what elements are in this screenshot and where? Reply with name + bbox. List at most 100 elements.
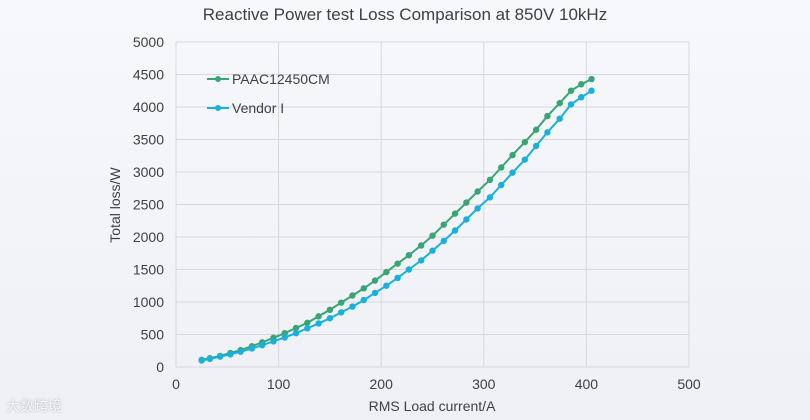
- data-point: [248, 345, 256, 352]
- series-1: [198, 75, 595, 364]
- y-tick-label: 3000: [133, 164, 164, 180]
- y-tick-label: 5000: [133, 34, 164, 50]
- legend-marker-1: [215, 76, 221, 82]
- data-point: [349, 292, 356, 299]
- data-point: [544, 129, 551, 136]
- data-point: [418, 257, 425, 264]
- series-line-1: [201, 78, 592, 361]
- grid-lines: [175, 41, 690, 368]
- data-point: [371, 277, 379, 284]
- series-2: [198, 87, 595, 364]
- x-tick-label: 400: [575, 376, 599, 392]
- data-point: [258, 342, 266, 349]
- data-point: [394, 274, 401, 282]
- data-point: [567, 87, 575, 94]
- data-point: [440, 221, 447, 228]
- data-point: [394, 260, 401, 267]
- x-tick-label: 500: [677, 376, 701, 392]
- data-point: [451, 227, 459, 234]
- data-point: [326, 315, 334, 322]
- data-point: [292, 330, 300, 337]
- x-tick-label: 200: [370, 376, 394, 392]
- legend-item-2: Vendor I: [207, 100, 284, 116]
- y-axis-ticks: 0 500 1000 1500 2000 2500 3000 3500 4000 4500 5000: [133, 34, 164, 375]
- data-point: [304, 319, 311, 326]
- series-line-2: [201, 89, 593, 362]
- data-point: [588, 87, 595, 94]
- data-point: [315, 320, 322, 327]
- x-tick-label: 300: [472, 376, 496, 392]
- data-point: [383, 268, 390, 276]
- data-point: [451, 210, 459, 217]
- watermark-logo: 大数跨境: [6, 399, 62, 415]
- data-point: [440, 237, 447, 245]
- data-point: [360, 285, 367, 292]
- data-point: [509, 169, 516, 176]
- data-point: [588, 75, 595, 83]
- data-point: [405, 252, 413, 259]
- data-point: [532, 142, 540, 150]
- data-point: [429, 232, 436, 239]
- data-point: [474, 205, 481, 212]
- data-point: [292, 324, 300, 332]
- y-tick-label: 1000: [133, 294, 164, 310]
- data-point: [429, 247, 436, 254]
- data-point: [304, 325, 311, 332]
- data-point: [360, 296, 367, 304]
- data-point: [326, 306, 334, 313]
- data-point: [486, 176, 494, 183]
- y-tick-label: 1500: [133, 262, 164, 278]
- data-point: [198, 357, 205, 364]
- data-point: [567, 101, 575, 108]
- y-tick-label: 0: [156, 359, 164, 375]
- data-point: [463, 216, 470, 223]
- data-point: [578, 81, 585, 88]
- data-point: [521, 138, 529, 146]
- legend-label-1: PAAC12450CM: [232, 71, 330, 87]
- data-point: [463, 199, 470, 206]
- data-point: [349, 303, 356, 310]
- data-point: [216, 353, 224, 360]
- data-point: [509, 151, 516, 159]
- data-point: [486, 194, 494, 201]
- y-tick-label: 4000: [133, 99, 164, 115]
- data-point: [498, 164, 505, 171]
- y-axis-label: Total loss/W: [107, 166, 123, 242]
- legend: PAAC12450CM Vendor I: [207, 71, 330, 116]
- data-point: [556, 115, 563, 122]
- data-point: [371, 289, 379, 297]
- data-point: [206, 355, 214, 363]
- data-point: [418, 242, 425, 249]
- series-layer: [198, 75, 595, 364]
- data-point: [405, 266, 413, 273]
- x-axis-ticks: 0 100 200 300 400 500: [172, 376, 701, 392]
- data-point: [498, 181, 505, 189]
- legend-label-2: Vendor I: [232, 100, 284, 116]
- y-tick-label: 4500: [133, 67, 164, 83]
- x-tick-label: 0: [172, 376, 180, 392]
- data-point: [474, 188, 481, 195]
- x-axis-label: RMS Load current/A: [369, 398, 496, 414]
- data-point: [578, 94, 585, 101]
- data-point: [227, 351, 234, 358]
- data-point: [237, 348, 244, 355]
- data-point: [270, 338, 277, 345]
- data-point: [521, 156, 529, 163]
- y-tick-label: 500: [141, 327, 165, 343]
- data-point: [556, 99, 563, 107]
- data-point: [383, 282, 390, 289]
- data-point: [544, 112, 551, 120]
- data-point: [337, 309, 345, 316]
- legend-marker-2: [215, 105, 221, 111]
- y-tick-label: 2000: [133, 229, 164, 245]
- y-tick-label: 3500: [133, 132, 164, 148]
- data-point: [281, 334, 288, 341]
- chart-title: Reactive Power test Loss Comparison at 8…: [203, 5, 607, 24]
- data-point: [532, 126, 540, 133]
- x-tick-label: 100: [267, 376, 291, 392]
- data-point: [337, 299, 345, 306]
- data-point: [315, 313, 322, 320]
- y-tick-label: 2500: [133, 197, 164, 213]
- legend-item-1: PAAC12450CM: [207, 71, 330, 87]
